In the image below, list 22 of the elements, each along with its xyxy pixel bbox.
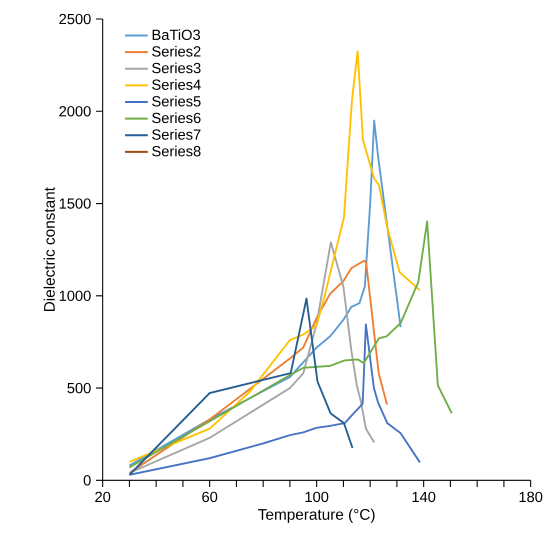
y-tick-label: 2000 bbox=[59, 106, 91, 116]
line-series bbox=[128, 298, 354, 476]
x-axis-title: Temperature (°C) bbox=[258, 508, 375, 523]
y-tick-label: 1000 bbox=[60, 290, 91, 301]
x-tick-label: 20 bbox=[95, 492, 110, 502]
legend-label: Series3 bbox=[152, 62, 201, 74]
y-tick-label: 2500 bbox=[59, 14, 91, 24]
legend-label: Series6 bbox=[152, 112, 201, 124]
x-tick-label: 60 bbox=[202, 492, 218, 502]
legend-label: Series4 bbox=[152, 79, 201, 90]
x-tick-label: 140 bbox=[412, 492, 436, 502]
legend-label: Series8 bbox=[152, 146, 201, 156]
y-tick-label: 500 bbox=[67, 382, 91, 394]
legend-label: Series5 bbox=[152, 96, 201, 106]
x-tick-label: 180 bbox=[520, 492, 542, 502]
x-tick-label: 100 bbox=[306, 492, 328, 502]
y-tick-label: 1500 bbox=[60, 198, 91, 209]
legend-label: Series2 bbox=[152, 46, 200, 57]
legend-label: Series7 bbox=[152, 128, 200, 140]
legend-label: BaTiO3 bbox=[152, 29, 200, 40]
y-tick-label: 0 bbox=[84, 475, 91, 486]
y-axis-title: Dielectric constant bbox=[44, 187, 55, 312]
